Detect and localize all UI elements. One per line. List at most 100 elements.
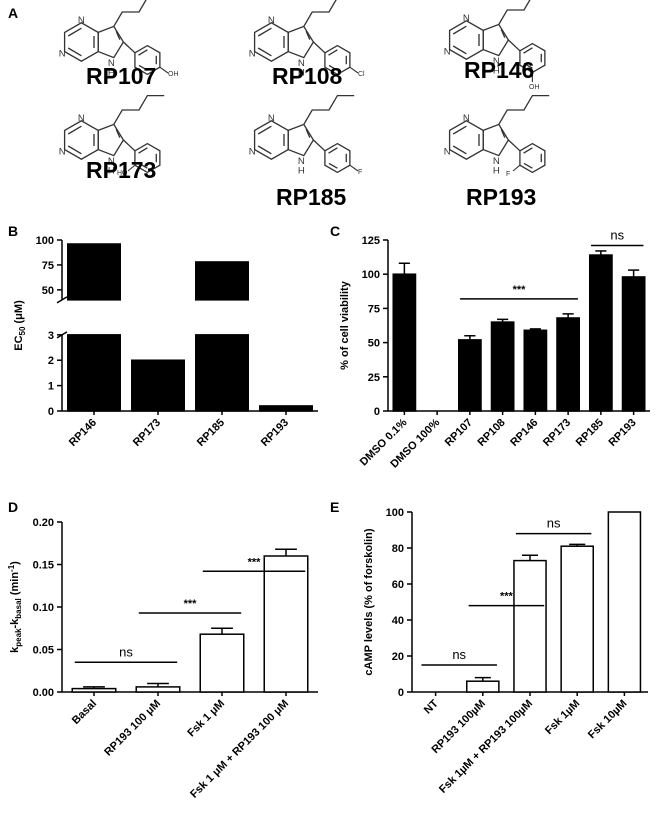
- bar: [560, 545, 594, 693]
- y-tick-label: 0.15: [33, 560, 54, 572]
- substituent: OH: [529, 84, 540, 91]
- bar: [71, 687, 117, 693]
- y-tick-label: 20: [392, 651, 404, 663]
- compound-name: RP108: [272, 63, 343, 89]
- panel-label: C: [330, 223, 340, 239]
- x-tick-label: RP108: [475, 417, 507, 449]
- substituent: OH: [168, 71, 179, 78]
- bar: [556, 317, 581, 412]
- compound-name: RP193: [466, 184, 536, 210]
- y-axis-title-part: 50: [18, 326, 27, 335]
- bar: [490, 321, 515, 412]
- y-tick-label: 3: [48, 330, 54, 342]
- compound-name: RP107: [86, 63, 156, 89]
- bar: [523, 329, 548, 412]
- y-tick-label: 125: [362, 235, 380, 247]
- y-tick-label: 0.00: [33, 687, 54, 699]
- substituent: HO: [117, 170, 128, 177]
- structure: OH: [444, 0, 549, 91]
- x-tick-label: RP193 100 μM: [102, 698, 163, 759]
- x-tick-label: RP193: [259, 417, 291, 449]
- bar: [607, 511, 642, 693]
- bar: [457, 339, 482, 412]
- bar: [513, 559, 547, 693]
- y-axis-title: kpeak-kbasal (min-1): [7, 561, 23, 653]
- x-tick-label: RP185: [574, 417, 606, 449]
- y-axis-title-part: (μM): [13, 300, 25, 327]
- significance-label: ns: [547, 516, 561, 531]
- structure: OH: [59, 0, 179, 79]
- bar: [259, 405, 313, 412]
- y-tick-label: 0.05: [33, 645, 54, 657]
- structure: HO: [59, 96, 164, 177]
- y-axis-title-part: cAMP levels (% of forskolin): [363, 528, 375, 675]
- bar: [195, 261, 249, 301]
- x-tick-label: Fsk 1 μM: [185, 698, 227, 740]
- x-tick-label: NT: [422, 697, 441, 716]
- bar: [131, 359, 185, 412]
- significance-label: ***: [248, 556, 262, 568]
- y-tick-label: 75: [42, 260, 54, 272]
- structure: F: [249, 96, 362, 177]
- y-tick-label: 60: [392, 579, 404, 591]
- x-tick-label: Basal: [70, 698, 99, 727]
- y-axis-title-part: (min: [9, 572, 21, 599]
- structure: F: [444, 96, 549, 178]
- bar: [195, 334, 249, 412]
- panel-label: D: [8, 499, 18, 515]
- compound-name: RP146: [464, 57, 534, 83]
- substituent: F: [506, 171, 510, 178]
- bar: [67, 334, 121, 412]
- y-axis-title-part: peak: [14, 628, 23, 647]
- bar: [392, 273, 417, 412]
- x-tick-label: RP193: [606, 417, 638, 449]
- substituent: F: [358, 169, 362, 176]
- bar: [263, 555, 309, 693]
- y-tick-label: 0: [374, 406, 380, 418]
- x-tick-label: RP173: [541, 417, 573, 449]
- axis-break: [56, 296, 68, 304]
- y-axis-title: % of cell viability: [339, 280, 351, 370]
- significance-label: ns: [452, 647, 466, 662]
- y-tick-label: 80: [392, 543, 404, 555]
- substituent: Cl: [358, 71, 365, 78]
- y-tick-label: 0: [48, 406, 54, 418]
- significance-label: ns: [119, 644, 133, 659]
- y-axis-title-part: basal: [14, 598, 23, 618]
- y-tick-label: 1: [48, 381, 54, 393]
- y-axis-title: cAMP levels (% of forskolin): [363, 528, 375, 675]
- y-tick-label: 100: [386, 507, 404, 519]
- y-tick-label: 25: [368, 372, 380, 384]
- x-tick-label: RP146: [67, 417, 99, 449]
- y-axis-title-part: EC: [13, 335, 25, 350]
- significance-label: ***: [500, 591, 514, 603]
- bar: [621, 276, 646, 412]
- x-tick-label: RP173: [131, 417, 163, 449]
- y-axis-title-part: -k: [9, 618, 21, 629]
- panel-label: B: [8, 223, 18, 239]
- y-axis-title-part: % of cell viability: [339, 280, 351, 370]
- significance-label: ns: [610, 227, 624, 242]
- y-tick-label: 50: [368, 338, 380, 350]
- y-tick-label: 75: [368, 303, 380, 315]
- y-tick-label: 50: [42, 285, 54, 297]
- x-tick-label: RP185: [195, 417, 227, 449]
- y-tick-label: 0: [398, 687, 404, 699]
- x-tick-label: Fsk 1µM: [543, 698, 582, 737]
- panel-label: E: [330, 499, 339, 515]
- y-tick-label: 0.20: [33, 517, 54, 529]
- y-axis-title: EC50 (μM): [13, 300, 27, 351]
- bar: [135, 686, 181, 693]
- y-axis-title-part: ): [9, 561, 21, 565]
- significance-label: ***: [184, 598, 198, 610]
- y-tick-label: 100: [36, 235, 54, 247]
- x-tick-label: RP107: [443, 417, 475, 449]
- compound-name: RP185: [276, 184, 347, 210]
- y-axis-title-part: k: [9, 646, 21, 653]
- bar: [67, 243, 121, 301]
- x-tick-label: Fsk 1µM + RP193 100µM: [437, 698, 535, 796]
- y-tick-label: 40: [392, 615, 404, 627]
- y-tick-label: 100: [362, 269, 380, 281]
